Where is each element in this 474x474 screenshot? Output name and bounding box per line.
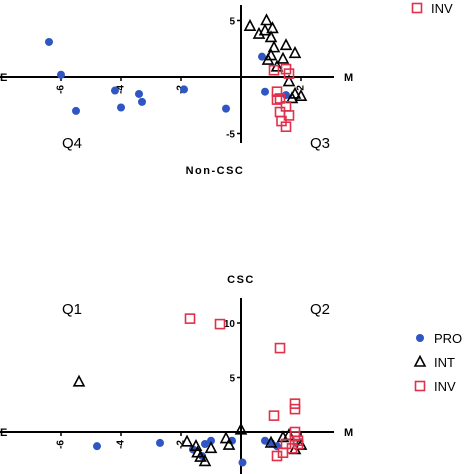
y-tick-label: 10 [224, 319, 236, 330]
data-point-inv [214, 318, 226, 330]
data-point-pro [72, 106, 80, 115]
x-tick-label: -4 [116, 85, 127, 94]
x-tick-label: -6 [56, 440, 67, 449]
x-axis-left-label-non-csc: E [0, 72, 7, 84]
data-point-inv [268, 410, 280, 421]
data-point-inv [268, 64, 280, 76]
chart-title-csc: CSC [227, 274, 255, 286]
data-point-int [266, 21, 279, 34]
data-point-int [267, 40, 281, 53]
data-point-pro [138, 97, 146, 106]
data-point-inv [280, 121, 292, 133]
data-point-int [219, 431, 233, 444]
x-tick-label: -2 [176, 440, 187, 449]
legend-marker-inv [414, 380, 426, 392]
data-point-pro [222, 104, 230, 113]
quadrant-left-label-non-csc: Q4 [62, 135, 82, 152]
x-tick-label: 2 [296, 440, 307, 446]
data-point-pro [180, 85, 188, 94]
data-point-int [204, 441, 218, 454]
data-point-pro [45, 37, 53, 46]
data-point-int [276, 51, 290, 64]
legend-marker-inv [411, 2, 423, 14]
data-point-int [260, 13, 273, 26]
legend-label-inv: INV [431, 1, 453, 16]
data-point-pro [117, 103, 125, 112]
data-point-inv [274, 93, 286, 104]
data-point-pro [238, 458, 247, 467]
data-point-inv [184, 313, 196, 324]
x-axis-right-label-csc: M [344, 427, 353, 439]
data-point-int [234, 422, 248, 435]
data-point-int [264, 30, 278, 43]
data-point-int [258, 23, 272, 36]
quadrant-right-label-csc: Q2 [310, 301, 330, 318]
data-point-inv [283, 68, 295, 79]
data-point-inv [289, 403, 301, 415]
legend-label-pro: PRO [434, 331, 462, 346]
data-point-inv [274, 342, 286, 354]
data-point-int [282, 74, 296, 87]
legend-marker-int [413, 354, 427, 367]
legend-label-int: INT [434, 355, 455, 370]
y-tick-label: 5 [229, 17, 235, 28]
data-point-pro [261, 87, 269, 96]
data-point-int [294, 88, 308, 102]
data-point-inv [271, 86, 283, 97]
data-point-pro [57, 70, 65, 79]
data-point-int [222, 437, 236, 450]
x-axis-right-label-non-csc: M [344, 72, 353, 84]
data-point-inv [277, 447, 289, 459]
chart-csc: CSC E M Q1 Q2 -6 -4 -2 2 10 5 PRO INT INV [0, 274, 462, 474]
data-point-int [288, 46, 302, 59]
x-tick-label: 2 [296, 85, 307, 91]
chart-title-non-csc: Non-CSC [186, 165, 245, 177]
data-point-int [279, 38, 293, 51]
x-tick-label: -4 [116, 440, 127, 449]
legend-marker-pro [416, 334, 424, 342]
x-axis-left-label-csc: E [0, 427, 7, 439]
data-point-int [261, 52, 275, 65]
data-point-int [180, 434, 194, 447]
data-point-int [243, 18, 257, 31]
y-tick-label: 5 [229, 374, 235, 385]
data-point-pro [111, 86, 119, 95]
y-tick-label: -5 [226, 130, 235, 141]
data-point-int [72, 374, 86, 387]
data-point-inv [289, 398, 301, 409]
data-point-pro [93, 442, 101, 451]
data-point-int [194, 449, 207, 462]
data-point-inv [271, 450, 283, 462]
data-point-inv [283, 110, 295, 121]
data-point-int [198, 454, 212, 467]
data-point-inv [274, 106, 286, 118]
data-point-pro [156, 438, 164, 447]
quadrant-left-label-csc: Q1 [62, 301, 82, 318]
data-point-pro [201, 439, 209, 448]
quadrant-right-label-non-csc: Q3 [310, 135, 330, 152]
data-point-pro [261, 436, 269, 445]
x-tick-label: -6 [56, 85, 67, 94]
data-point-pro [207, 436, 215, 445]
data-point-inv [271, 94, 283, 105]
legend-label-inv: INV [434, 379, 456, 394]
data-point-int [288, 86, 302, 99]
data-point-pro [258, 52, 266, 61]
chart-non-csc: E M Q4 Q3 Non-CSC -6-4-225-5 INV [0, 1, 453, 177]
data-point-int [264, 435, 278, 448]
data-point-pro [135, 89, 143, 98]
